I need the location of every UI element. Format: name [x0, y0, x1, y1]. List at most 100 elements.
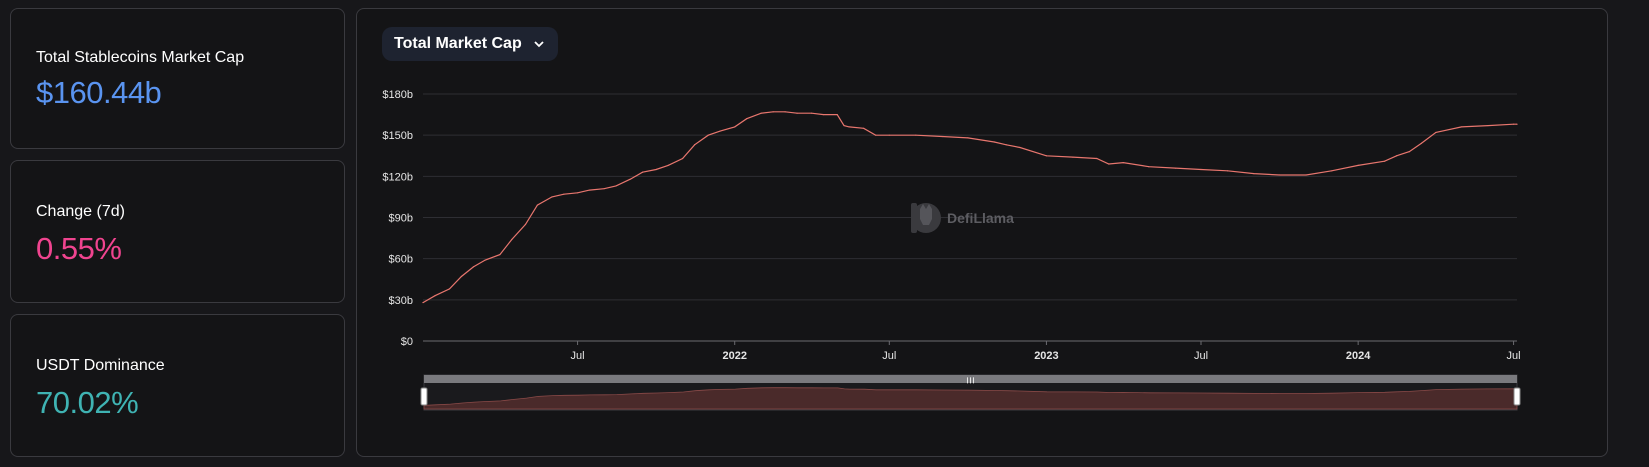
data-point [484, 259, 486, 261]
data-point [1408, 151, 1410, 153]
metric-select-button[interactable]: Total Market Cap [382, 27, 558, 61]
data-point [1384, 160, 1386, 162]
data-point [810, 112, 813, 114]
data-point [536, 204, 539, 206]
brush-grip-icon[interactable]: ┃┃┃ [966, 377, 975, 384]
brush-preview-area [423, 387, 1518, 410]
metric-select-label: Total Market Cap [394, 35, 522, 52]
y-tick-label: $180b [382, 89, 413, 101]
x-tick-label: Jul [1507, 350, 1521, 362]
data-point [1108, 163, 1110, 165]
data-point [1305, 174, 1307, 176]
data-point [915, 134, 917, 136]
data-point [551, 196, 553, 198]
data-point [1420, 142, 1422, 144]
y-tick-label: $0 [401, 336, 413, 348]
data-point [629, 178, 632, 180]
market-cap-value: $160.44b [36, 75, 162, 110]
data-point [434, 295, 436, 297]
y-tick-label: $150b [382, 130, 413, 142]
data-point [563, 193, 565, 195]
x-tick-label: 2023 [1034, 350, 1058, 362]
data-point [641, 171, 644, 173]
brush-handle-right[interactable] [1513, 387, 1521, 406]
data-point [1122, 162, 1124, 164]
data-point [772, 111, 774, 113]
usdt-dominance-value: 70.02% [36, 385, 139, 420]
data-point [1460, 126, 1463, 128]
brush-handle-left[interactable] [420, 387, 428, 406]
data-point [1072, 156, 1074, 158]
y-tick-label: $120b [382, 171, 413, 183]
x-tick-label: 2022 [722, 350, 746, 362]
llama-face-icon [920, 204, 932, 225]
data-point [1019, 146, 1021, 149]
data-point [1253, 172, 1255, 175]
data-point [682, 157, 684, 160]
data-point [1395, 155, 1398, 157]
data-point [667, 164, 669, 166]
x-tick-label: Jul [1194, 350, 1208, 362]
data-point [1005, 144, 1007, 146]
data-point [734, 126, 736, 128]
data-point [967, 137, 969, 139]
data-point [511, 238, 513, 241]
data-point [1487, 124, 1489, 127]
change-7d-card: Change (7d) 0.55% [10, 160, 345, 303]
data-point [615, 185, 617, 187]
data-point [460, 275, 463, 278]
data-point [1516, 123, 1518, 125]
data-point [1226, 170, 1229, 172]
data-point [422, 301, 424, 304]
data-point [1357, 164, 1359, 166]
data-point [1278, 174, 1281, 176]
market-cap-line[interactable] [422, 111, 1517, 304]
data-point [993, 141, 995, 143]
data-point [719, 130, 721, 132]
data-point [796, 112, 798, 114]
data-point [836, 113, 838, 116]
change-7d-label: Change (7d) [36, 203, 125, 220]
data-point [603, 188, 605, 190]
defillama-watermark: DefiLlama [911, 203, 1014, 233]
data-point [760, 112, 762, 114]
data-point [472, 266, 474, 268]
data-point [1096, 157, 1098, 160]
data-point [524, 223, 527, 225]
data-point [707, 134, 709, 136]
data-point [576, 192, 579, 194]
data-point [499, 253, 501, 256]
data-point [1148, 166, 1150, 168]
data-point [941, 135, 943, 138]
usdt-dominance-label: USDT Dominance [36, 357, 165, 374]
data-point [863, 127, 865, 129]
brush-drag-bar[interactable] [424, 375, 1517, 383]
data-point [843, 124, 845, 127]
x-tick-label: 2024 [1346, 350, 1371, 362]
x-tick-label: Jul [882, 350, 896, 362]
x-tick-label: Jul [571, 350, 585, 362]
chevron-down-icon [534, 38, 544, 50]
data-point [888, 134, 890, 136]
data-point [1512, 123, 1515, 125]
data-point [693, 144, 696, 146]
data-point [588, 189, 591, 191]
data-point [848, 126, 850, 128]
data-point [822, 113, 825, 116]
data-point [1174, 167, 1176, 169]
data-point [1331, 170, 1333, 172]
data-point [655, 168, 657, 171]
data-point [784, 111, 786, 113]
y-tick-label: $60b [389, 254, 413, 266]
market-cap-chart: $0 $30b $60b $90b $120b $150b $180b Jul 2022 Jul 2… [382, 89, 1521, 411]
usdt-dominance-card: USDT Dominance 70.02% [10, 314, 345, 457]
data-point [448, 288, 451, 290]
data-point [1045, 155, 1048, 157]
chart-card: Total Market Cap $0 $30b $60b $90b $120b $150… [356, 8, 1608, 457]
data-point [1200, 168, 1202, 171]
data-point [875, 134, 877, 136]
data-point [1435, 131, 1437, 134]
watermark-text: DefiLlama [947, 210, 1014, 226]
change-7d-value: 0.55% [36, 231, 122, 266]
market-cap-label: Total Stablecoins Market Cap [36, 49, 245, 66]
